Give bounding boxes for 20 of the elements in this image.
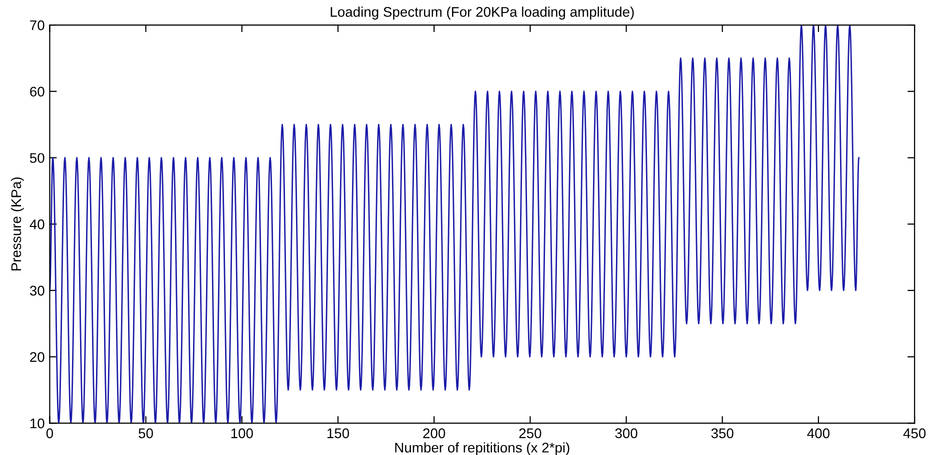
x-tick-label: 300	[615, 428, 638, 438]
y-tick-label: 10	[30, 418, 44, 428]
x-axis-title: Number of repititions (x 2*pi)	[395, 442, 570, 455]
chart-title: Loading Spectrum (For 20KPa loading amplitude)	[330, 6, 634, 20]
y-tick-label: 40	[30, 219, 44, 230]
x-tick-label: 200	[423, 428, 446, 438]
x-tick-label: 400	[807, 428, 830, 438]
y-tick-label: 70	[30, 20, 44, 30]
x-tick-label: 0	[46, 428, 54, 438]
y-tick-label: 30	[30, 286, 44, 296]
y-tick-label: 60	[30, 86, 44, 97]
y-tick-label: 50	[30, 153, 44, 163]
x-tick-label: 150	[327, 428, 350, 438]
x-tick-label: 350	[711, 428, 734, 438]
x-tick-label: 100	[231, 428, 253, 438]
y-tick-label: 20	[30, 352, 44, 362]
x-tick-label: 450	[903, 428, 926, 438]
y-axis-title: Pressure (KPa)	[10, 177, 24, 270]
x-tick-label: 50	[138, 428, 153, 438]
x-tick-label: 250	[519, 428, 542, 438]
